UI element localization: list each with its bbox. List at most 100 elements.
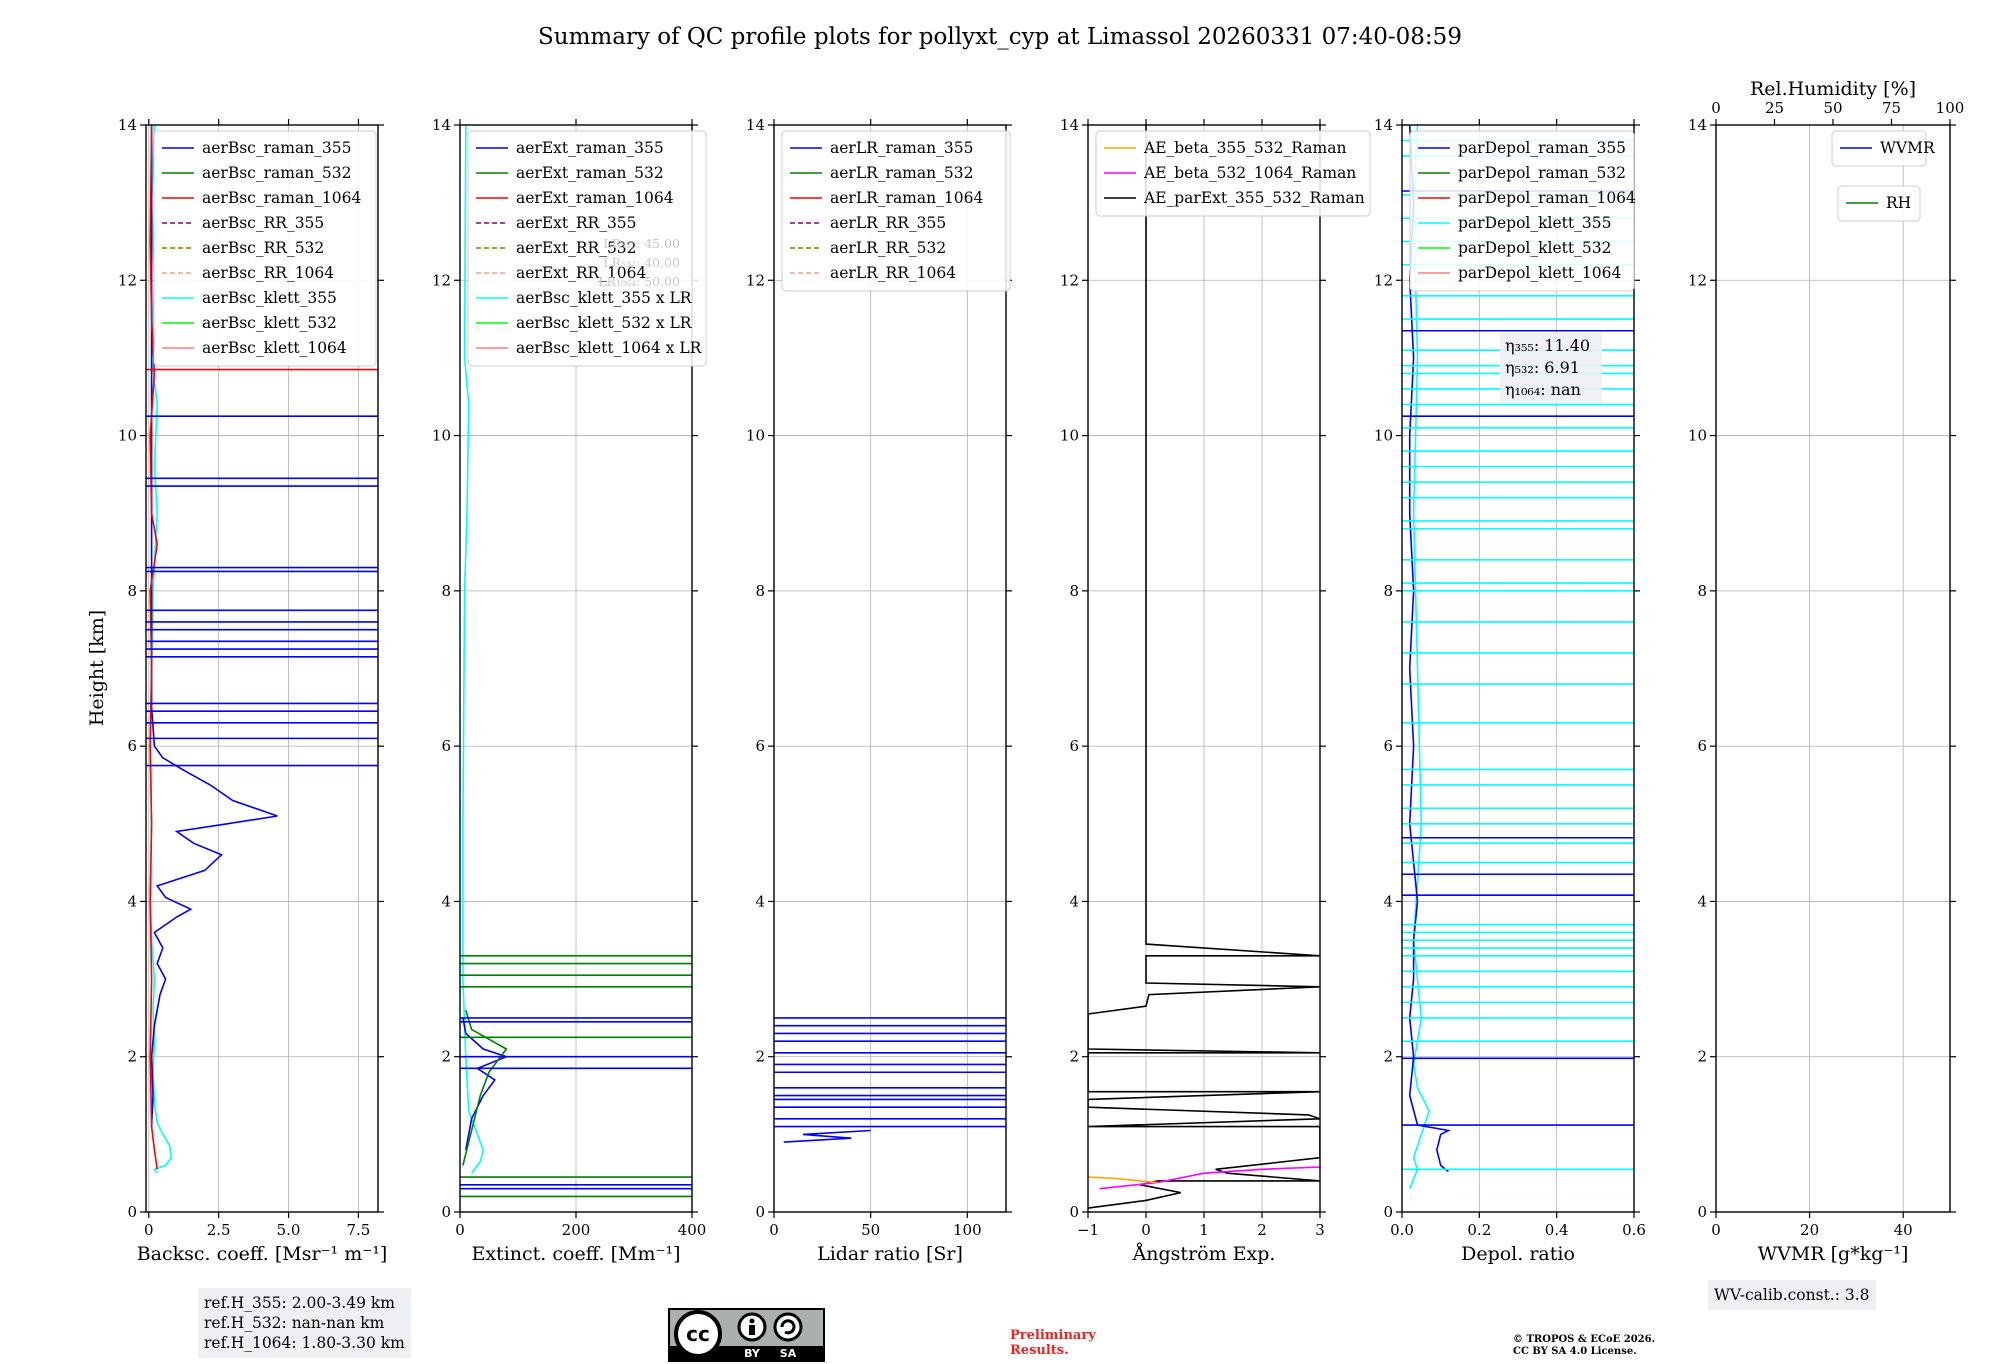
lr-annotation: LR₃₅₅: 45.00 bbox=[603, 236, 680, 251]
series-group bbox=[774, 1017, 1006, 1143]
y-tick-label: 2 bbox=[1697, 1048, 1707, 1066]
eta-annotation: η₁₀₆₄: nan bbox=[1505, 380, 1581, 399]
refh-1064: ref.H_1064: 1.80-3.30 km bbox=[204, 1334, 405, 1352]
y-tick-label: 14 bbox=[118, 116, 137, 134]
y-tick-label: 0 bbox=[755, 1203, 765, 1221]
legend-label: aerExt_RR_532 bbox=[516, 239, 637, 257]
legend-label: WVMR bbox=[1880, 139, 1936, 157]
legend-label: RH bbox=[1886, 194, 1911, 212]
x-tick-label: 0.6 bbox=[1622, 1221, 1646, 1239]
cc-license-logo: cc BY SA bbox=[668, 1308, 825, 1362]
y-tick-label: 8 bbox=[755, 582, 765, 600]
legend-label: AE_beta_532_1064_Raman bbox=[1143, 164, 1356, 182]
series-line-AE_beta_532_1064_Raman bbox=[1099, 1166, 1320, 1190]
x-tick-label: 1 bbox=[1199, 1221, 1209, 1239]
x-tick-label: 40 bbox=[1894, 1221, 1913, 1239]
legend-label: aerBsc_klett_1064 x LR bbox=[516, 339, 703, 357]
y-tick-label: 14 bbox=[432, 116, 451, 134]
axes-frame bbox=[145, 124, 379, 1213]
x-tick-label: 400 bbox=[678, 1221, 707, 1239]
axes-frame bbox=[1401, 124, 1635, 1213]
legend-label: aerExt_raman_1064 bbox=[516, 189, 674, 207]
y-tick-label: 2 bbox=[1383, 1048, 1393, 1066]
x-tick-label: 0 bbox=[769, 1221, 779, 1239]
top-x-tick-label: 50 bbox=[1823, 99, 1842, 117]
top-x-tick-label: 100 bbox=[1936, 99, 1965, 117]
reference-height-box: ref.H_355: 2.00-3.49 km ref.H_532: nan-n… bbox=[198, 1288, 411, 1358]
series-line-aerLR_raman_355 bbox=[783, 1129, 871, 1143]
axes-frame bbox=[1715, 124, 1951, 1213]
panel-depol: 0 2 4 6 8 10 12 14 0.0 0.2 0.4 0.6 Depol. ratio parDe… bbox=[1374, 116, 1646, 1265]
x-tick-label: 0.0 bbox=[1390, 1221, 1414, 1239]
legend-box bbox=[1409, 130, 1635, 292]
y-tick-label: 12 bbox=[1374, 271, 1393, 289]
legend-box bbox=[781, 130, 1011, 292]
series-line-aerBsc_raman_355 bbox=[150, 125, 278, 1127]
y-tick-label: 4 bbox=[1383, 892, 1393, 910]
legend-label: aerLR_raman_1064 bbox=[830, 189, 983, 207]
prelim-line-1: Preliminary bbox=[1010, 1328, 1096, 1343]
top-x-tick-label: 0 bbox=[1711, 99, 1721, 117]
legend-label: parDepol_klett_355 bbox=[1458, 214, 1611, 232]
copyright-line-2: CC BY SA 4.0 License. bbox=[1513, 1346, 1637, 1357]
x-tick-label: 200 bbox=[562, 1221, 591, 1239]
legend-label: parDepol_raman_355 bbox=[1458, 139, 1626, 157]
legend-label: parDepol_klett_532 bbox=[1458, 239, 1611, 257]
refh-355: ref.H_355: 2.00-3.49 km bbox=[204, 1294, 395, 1312]
legend-label: aerBsc_RR_1064 bbox=[202, 264, 334, 282]
x-axis-label: Lidar ratio [Sr] bbox=[817, 1243, 963, 1265]
y-tick-label: 10 bbox=[432, 427, 451, 445]
y-tick-label: 6 bbox=[1069, 737, 1079, 755]
legend-label: aerLR_raman_355 bbox=[830, 139, 973, 157]
legend-label: aerBsc_klett_532 x LR bbox=[516, 314, 693, 332]
cc-badge-icon: cc BY SA bbox=[670, 1310, 823, 1360]
legend-box-rh bbox=[1837, 185, 1921, 222]
x-tick-label: 20 bbox=[1800, 1221, 1819, 1239]
legend-label: AE_beta_355_532_Raman bbox=[1143, 139, 1346, 157]
eta-annotation: η₅₃₂: 6.91 bbox=[1505, 358, 1580, 377]
y-tick-label: 10 bbox=[118, 427, 137, 445]
y-tick-label: 0 bbox=[1383, 1203, 1393, 1221]
x-tick-label: 0 bbox=[1141, 1221, 1151, 1239]
series-line-aerBsc_klett_355 x LR bbox=[462, 125, 485, 1174]
legend-box bbox=[467, 130, 707, 367]
y-tick-label: 4 bbox=[441, 892, 451, 910]
y-tick-label: 10 bbox=[1374, 427, 1393, 445]
y-tick-label: 2 bbox=[441, 1048, 451, 1066]
series-group bbox=[460, 125, 692, 1198]
x-tick-label: 2 bbox=[1257, 1221, 1267, 1239]
legend-box bbox=[153, 130, 377, 367]
x-tick-label: 5.0 bbox=[277, 1221, 301, 1239]
x-tick-label: 100 bbox=[953, 1221, 982, 1239]
panel-lr: 0 2 4 6 8 10 12 14 0 50 100 Lidar ratio [Sr] aerLR_r… bbox=[746, 116, 1012, 1265]
x-axis-label: Backsc. coeff. [Msr⁻¹ m⁻¹] bbox=[137, 1243, 388, 1265]
prelim-line-2: Results. bbox=[1010, 1343, 1069, 1358]
legend-label: aerBsc_RR_532 bbox=[202, 239, 324, 257]
legend-box bbox=[1831, 130, 1927, 167]
refh-532: ref.H_532: nan-nan km bbox=[204, 1314, 385, 1332]
y-tick-label: 14 bbox=[1374, 116, 1393, 134]
legend-label: aerExt_RR_355 bbox=[516, 214, 637, 232]
x-tick-label: 0 bbox=[1711, 1221, 1721, 1239]
top-x-tick-label: 25 bbox=[1765, 99, 1784, 117]
series-group bbox=[1088, 125, 1320, 1209]
y-tick-label: 8 bbox=[127, 582, 137, 600]
legend-label: aerBsc_raman_355 bbox=[202, 139, 352, 157]
y-tick-label: 6 bbox=[441, 737, 451, 755]
copyright-note: © TROPOS & ECoE 2026. CC BY SA 4.0 Licen… bbox=[1513, 1334, 1655, 1358]
y-tick-label: 2 bbox=[127, 1048, 137, 1066]
legend-label: aerLR_RR_355 bbox=[830, 214, 946, 232]
y-tick-label: 14 bbox=[746, 116, 765, 134]
legend-label: aerLR_RR_1064 bbox=[830, 264, 956, 282]
eta-annotation: η₃₅₅: 11.40 bbox=[1505, 336, 1590, 355]
y-tick-label: 0 bbox=[127, 1203, 137, 1221]
y-tick-label: 4 bbox=[1069, 892, 1079, 910]
axes-frame bbox=[773, 124, 1007, 1213]
lr-annotation: LR₅₃₂: 40.00 bbox=[603, 255, 680, 270]
cc-by-text: BY bbox=[744, 1347, 761, 1360]
x-tick-label: 0.4 bbox=[1545, 1221, 1569, 1239]
eta-annotation-box bbox=[1500, 333, 1602, 403]
legend-label: aerBsc_raman_1064 bbox=[202, 189, 362, 207]
y-tick-label: 10 bbox=[1688, 427, 1707, 445]
